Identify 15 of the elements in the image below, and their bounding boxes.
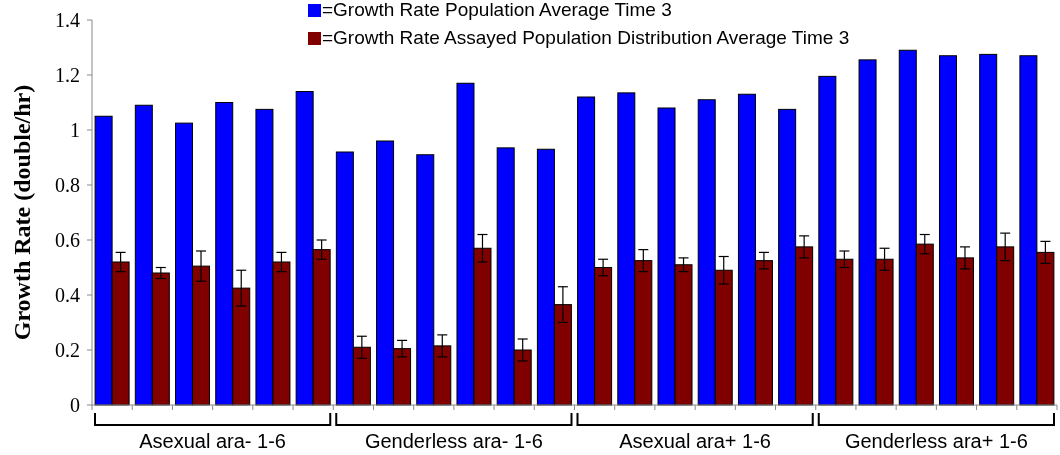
text: Asexual ara- 1-6 xyxy=(139,430,286,452)
y-tick-label: 0.8 xyxy=(55,174,80,196)
y-tick-label: 0.2 xyxy=(55,339,80,361)
y-tick-label: 1.2 xyxy=(55,64,80,86)
y-tick-label: 0.4 xyxy=(55,284,80,306)
y-tick-label: 1 xyxy=(70,119,80,141)
text: Genderless ara- 1-6 xyxy=(364,430,543,452)
text: Genderless ara+ 1-6 xyxy=(844,430,1028,452)
y-axis-title: Growth Rate (double/hr) xyxy=(9,84,35,341)
text: Asexual ara+ 1-6 xyxy=(619,430,772,452)
y-tick-label: 0.6 xyxy=(55,229,80,251)
y-tick-label: 0 xyxy=(70,394,80,416)
y-tick-label: 1.4 xyxy=(55,9,80,31)
legend-label: =Growth Rate Assayed Population Distribution Average Time 3 xyxy=(322,27,850,48)
legend-label: =Growth Rate Population Average Time 3 xyxy=(322,0,672,20)
